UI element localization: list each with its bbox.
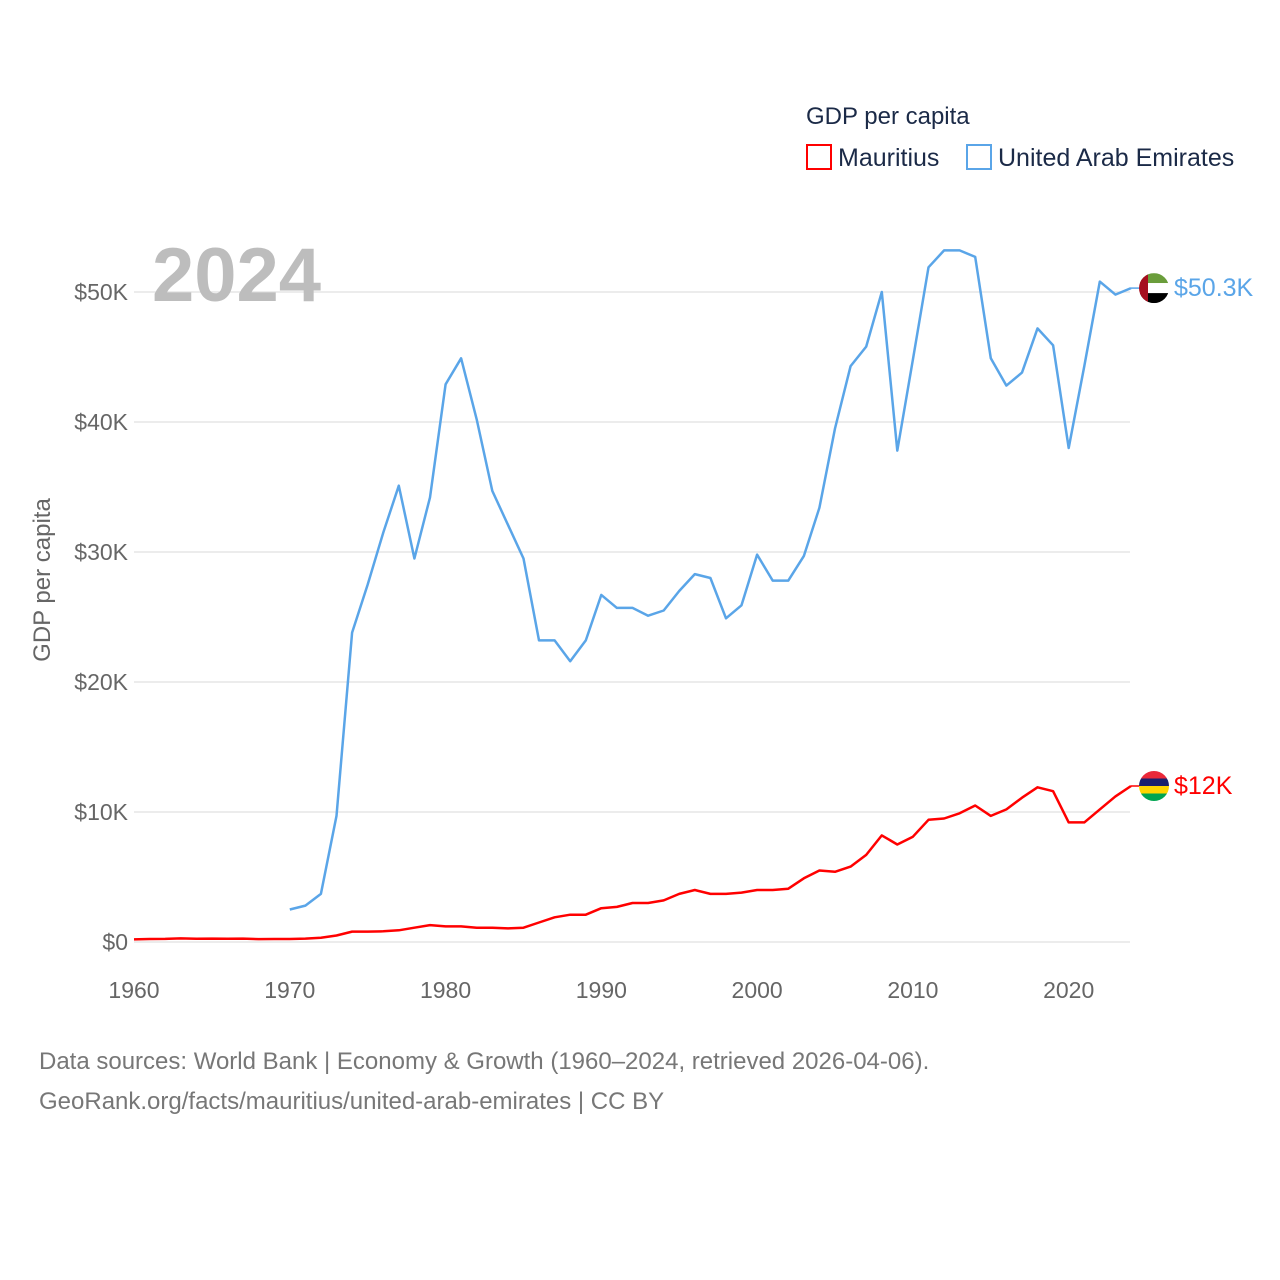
footer-source: Data sources: World Bank | Economy & Gro… [39, 1048, 929, 1075]
flag-stripe [1139, 793, 1169, 801]
y-tick-label: $40K [74, 409, 128, 435]
legend-label-mauritius: Mauritius [838, 144, 939, 172]
flag-body [1139, 771, 1169, 801]
series-lines [133, 249, 1132, 941]
y-axis-ticks: $0 $10K $20K $30K $40K $50K [74, 279, 128, 955]
flag-stripe [1139, 771, 1169, 779]
x-tick-label: 1990 [576, 977, 627, 1003]
x-tick-label: 2020 [1043, 977, 1094, 1003]
series-end-markers: $12K $50.3K [1131, 273, 1254, 801]
flag-hoist [1139, 273, 1148, 304]
flag-stripe [1139, 786, 1169, 794]
legend-item-uae[interactable]: United Arab Emirates [966, 144, 1234, 172]
flag-stripe [1139, 273, 1169, 284]
y-tick-label: $50K [74, 279, 128, 305]
flag-stripe [1139, 778, 1169, 786]
legend-item-mauritius[interactable]: Mauritius [806, 144, 939, 172]
flag-stripe [1139, 293, 1169, 304]
end-value-label: $12K [1174, 772, 1233, 800]
series-line-mauritius [133, 784, 1132, 941]
x-tick-label: 2000 [732, 977, 783, 1003]
footer-link[interactable]: GeoRank.org/facts/mauritius/united-arab-… [39, 1088, 664, 1115]
series-line-uae [289, 249, 1132, 911]
x-tick-label: 1970 [264, 977, 315, 1003]
flag-stripe [1139, 283, 1169, 294]
mauritius-flag-icon [1139, 771, 1169, 801]
legend-label-uae: United Arab Emirates [998, 144, 1234, 172]
x-tick-label: 1980 [420, 977, 471, 1003]
y-tick-label: $20K [74, 669, 128, 695]
flag-body [1139, 273, 1169, 304]
legend-swatch-uae [966, 144, 992, 170]
y-tick-label: $0 [102, 929, 128, 955]
end-value-label: $50.3K [1174, 274, 1254, 302]
legend-title: GDP per capita [806, 103, 970, 130]
y-tick-label: $10K [74, 799, 128, 825]
y-axis-label: GDP per capita [29, 498, 56, 662]
x-tick-label: 2010 [887, 977, 938, 1003]
grid-lines [134, 291, 1130, 943]
y-tick-label: $30K [74, 539, 128, 565]
legend: GDP per capita Mauritius United Arab Emi… [806, 103, 1234, 172]
year-label: 2024 [152, 233, 321, 318]
x-axis-ticks: 1960 1970 1980 1990 2000 2010 2020 [108, 977, 1094, 1003]
x-tick-label: 1960 [108, 977, 159, 1003]
legend-swatch-mauritius [806, 144, 832, 170]
uae-flag-icon [1139, 273, 1169, 304]
